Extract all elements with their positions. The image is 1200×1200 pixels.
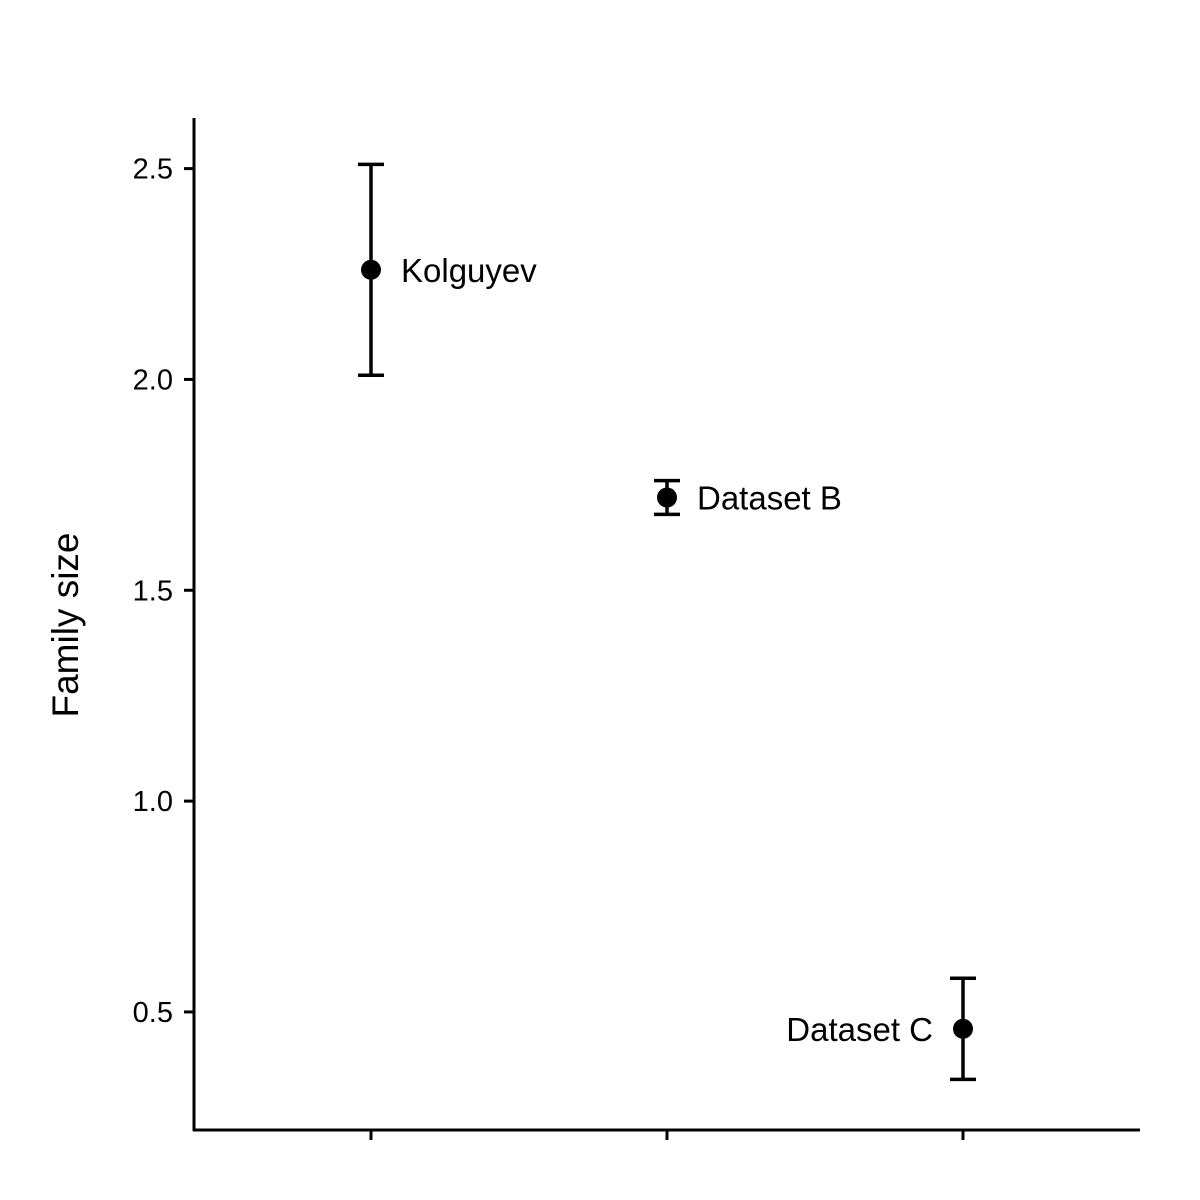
point-labels: Kolguyev Dataset B Dataset C bbox=[401, 252, 933, 1048]
y-tick-label: 1.5 bbox=[133, 575, 173, 607]
point-label: Dataset B bbox=[697, 480, 842, 517]
data-point bbox=[361, 259, 381, 280]
axes bbox=[192, 118, 1140, 1132]
data-point bbox=[657, 487, 677, 508]
y-tick-label: 2.0 bbox=[133, 364, 173, 396]
error-bars bbox=[358, 162, 976, 1082]
data-points bbox=[361, 259, 973, 1039]
y-ticks: 0.5 1.0 1.5 2.0 2.5 bbox=[133, 154, 194, 1029]
y-tick-label: 1.0 bbox=[133, 786, 173, 818]
y-axis-title: Family size bbox=[45, 532, 86, 717]
y-tick-label: 0.5 bbox=[133, 997, 173, 1029]
y-tick-label: 2.5 bbox=[133, 154, 173, 186]
x-ticks bbox=[369, 1130, 965, 1140]
point-label: Kolguyev bbox=[401, 252, 537, 289]
data-point bbox=[953, 1018, 973, 1039]
point-label: Dataset C bbox=[786, 1011, 933, 1048]
